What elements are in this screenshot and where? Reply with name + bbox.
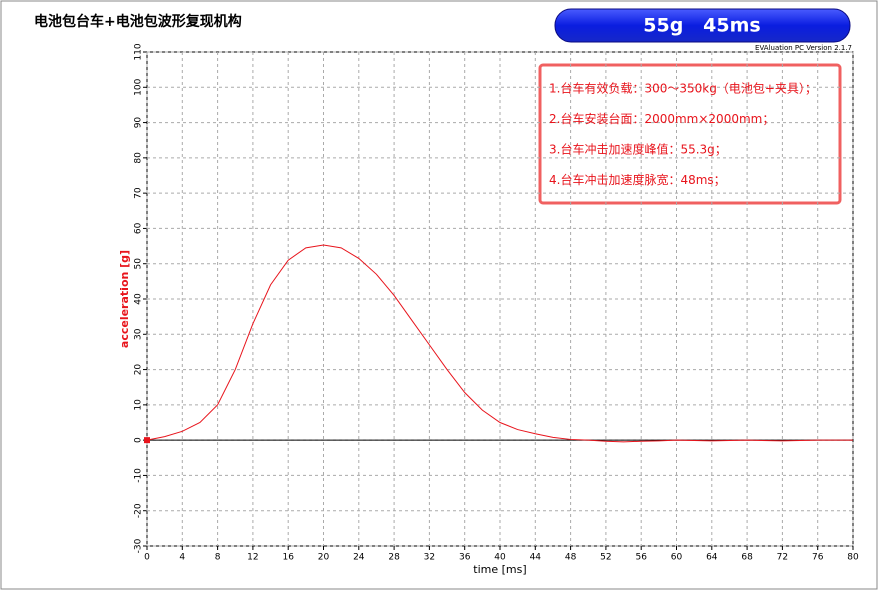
- x-tick-label: 44: [530, 553, 542, 563]
- x-tick-label: 52: [600, 553, 611, 563]
- x-tick-label: 0: [144, 553, 150, 563]
- annotation: 1.台车有效负载：300～350kg（电池包+夹具）；: [549, 81, 817, 96]
- badge-bg: [554, 8, 851, 43]
- data-line: [146, 244, 853, 443]
- x-tick-label: 80: [847, 553, 859, 563]
- y-tick-label: -10: [134, 468, 144, 483]
- x-tick-label: 76: [812, 553, 824, 563]
- annotation-box: [538, 63, 842, 205]
- y-tick-label: 110: [134, 43, 144, 60]
- x-tick-label: 56: [635, 553, 647, 563]
- y-tick-label: 80: [134, 152, 144, 164]
- chart-title: 电池包台车+电池包波形复现机构: [34, 13, 242, 30]
- y-tick-label: 90: [134, 117, 144, 129]
- x-axis-label: time [ms]: [473, 563, 526, 576]
- x-tick-label: 8: [215, 553, 221, 563]
- x-tick-label: 24: [353, 553, 365, 563]
- y-tick-label: 60: [134, 222, 144, 234]
- y-tick-label: 50: [134, 258, 144, 270]
- x-tick-label: 12: [247, 553, 258, 563]
- x-tick-label: 16: [282, 553, 294, 563]
- version-note: EVAluation PC Version 2.1.7: [755, 44, 852, 52]
- y-tick-label: -30: [134, 538, 144, 553]
- y-axis-label: acceleration [g]: [118, 250, 131, 348]
- annotation: 2.台车安装台面：2000mm×2000mm；: [549, 111, 774, 126]
- y-tick-label: 0: [134, 437, 144, 443]
- x-tick-label: 60: [671, 553, 683, 563]
- badge: 55g 45ms: [643, 15, 760, 37]
- x-tick-label: 20: [318, 553, 330, 563]
- y-tick-label: -20: [134, 503, 144, 518]
- x-tick-label: 40: [494, 553, 506, 563]
- x-tick-label: 64: [706, 553, 718, 563]
- x-tick-label: 4: [179, 553, 185, 563]
- x-tick-label: 28: [388, 553, 400, 563]
- y-tick-label: 20: [134, 364, 144, 376]
- y-tick-label: 30: [134, 328, 144, 340]
- x-tick-label: 68: [741, 553, 753, 563]
- annotation: 4.台车冲击加速度脉宽：48ms；: [549, 172, 726, 187]
- x-tick-label: 72: [777, 553, 788, 563]
- y-tick-label: 100: [134, 78, 144, 95]
- y-tick-label: 10: [134, 399, 144, 411]
- x-tick-label: 32: [424, 553, 435, 563]
- x-tick-label: 48: [565, 553, 577, 563]
- x-tick-label: 36: [459, 553, 471, 563]
- y-tick-label: 70: [134, 187, 144, 199]
- annotation: 3.台车冲击加速度峰值：55.3g；: [549, 142, 727, 157]
- y-tick-label: 40: [134, 293, 144, 305]
